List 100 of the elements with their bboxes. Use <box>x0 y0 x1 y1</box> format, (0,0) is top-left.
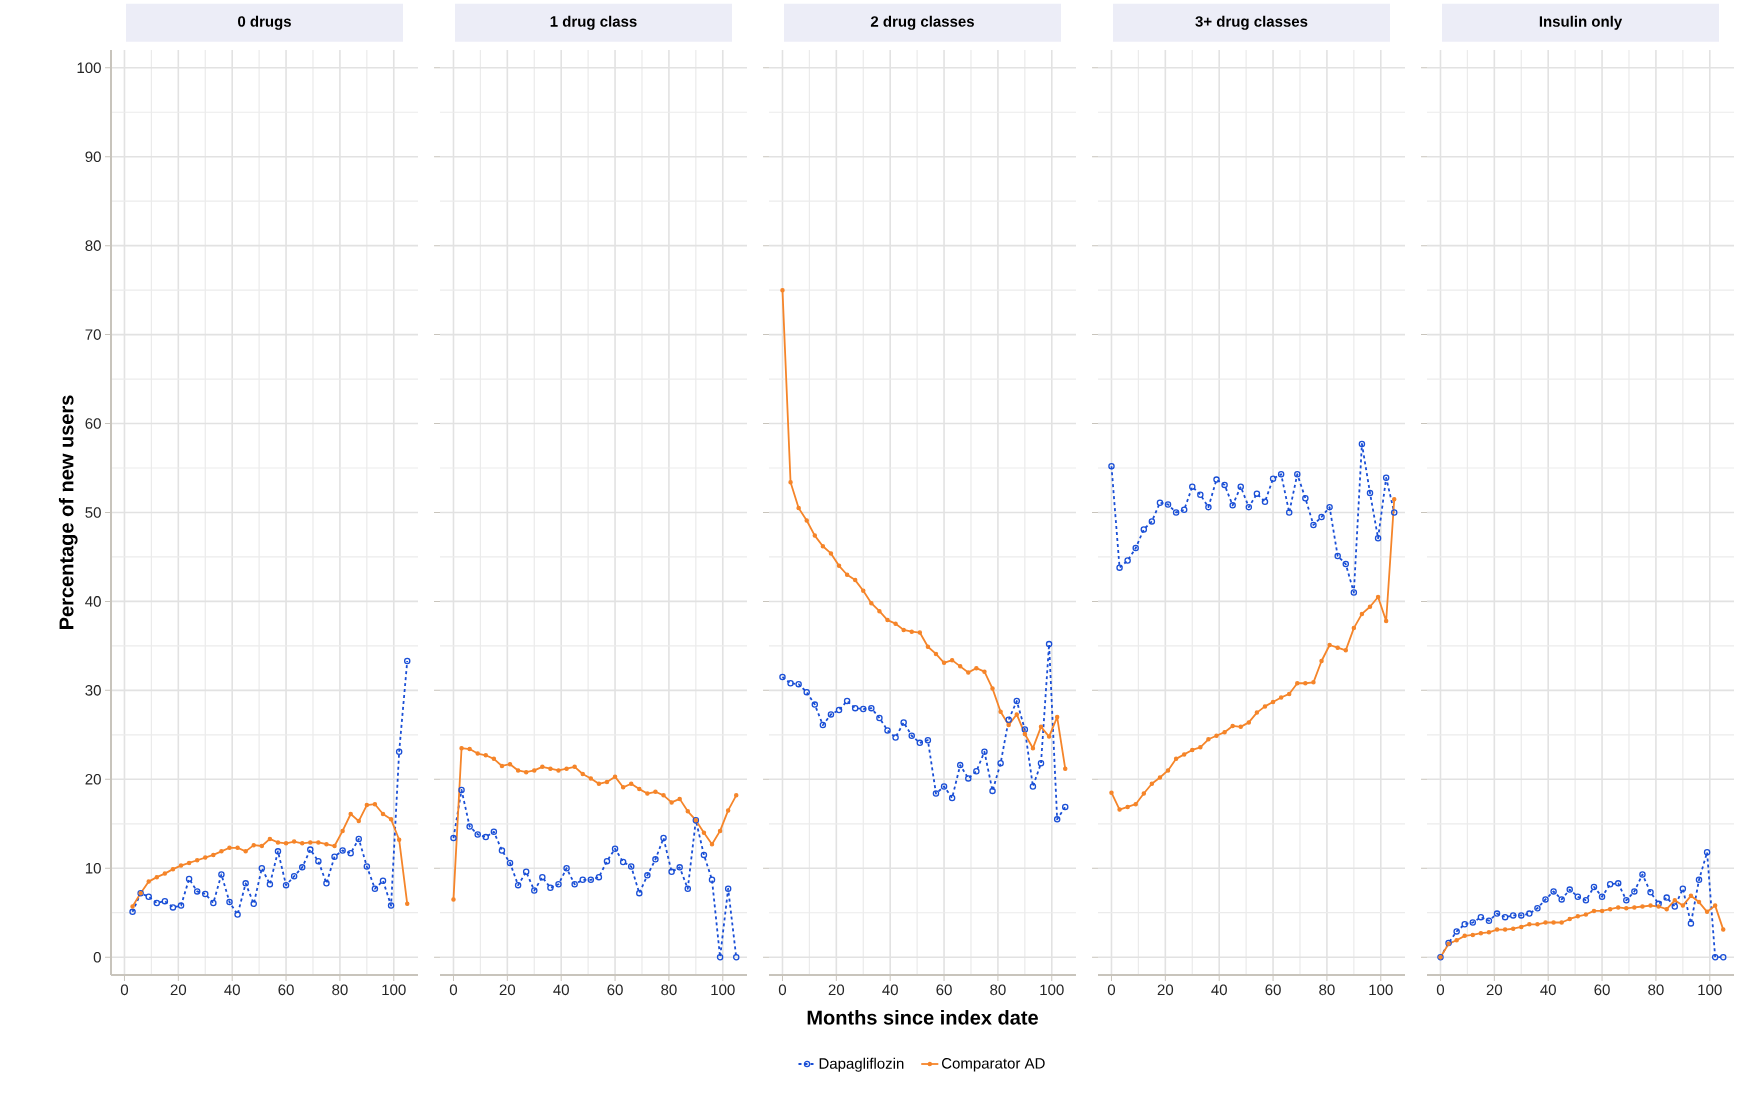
point <box>733 793 739 798</box>
point <box>1559 920 1564 925</box>
point <box>804 518 809 523</box>
point <box>611 845 619 852</box>
point <box>1302 495 1309 502</box>
point <box>1469 919 1477 926</box>
point <box>1061 803 1069 811</box>
y-tick-label: 40 <box>85 596 101 607</box>
point <box>885 617 890 623</box>
point <box>547 884 554 892</box>
x-tick-label: 0 <box>1107 984 1116 996</box>
point <box>1542 896 1549 903</box>
point <box>1132 544 1139 552</box>
point <box>1262 704 1268 709</box>
point <box>1566 886 1573 893</box>
point <box>787 680 794 687</box>
chart-title: 2 drug classes <box>870 15 974 30</box>
point <box>949 657 955 663</box>
point <box>1030 745 1036 751</box>
point <box>379 877 387 884</box>
point <box>323 880 330 887</box>
point <box>1359 611 1365 617</box>
point <box>869 600 874 606</box>
point <box>619 858 627 866</box>
chart-title: 0 drugs <box>238 15 291 30</box>
point <box>531 887 538 894</box>
point <box>932 790 940 797</box>
point <box>1125 804 1130 810</box>
point <box>580 771 585 777</box>
point <box>1367 604 1373 610</box>
point <box>604 779 610 785</box>
chart-title: Insulin only <box>1539 15 1623 30</box>
x-tick-label: 40 <box>224 984 240 996</box>
point <box>973 768 980 775</box>
point <box>1238 724 1243 730</box>
point <box>1237 483 1244 490</box>
point <box>1173 756 1179 762</box>
y-tick-label: 20 <box>85 774 101 785</box>
point <box>1006 722 1011 728</box>
point <box>1294 470 1301 478</box>
point <box>507 761 513 767</box>
x-tick-label: 60 <box>1594 984 1610 996</box>
point <box>1108 462 1115 470</box>
point <box>1575 914 1581 919</box>
point <box>235 845 240 851</box>
x-tick-label: 40 <box>882 984 898 996</box>
point <box>226 898 233 906</box>
point <box>1615 905 1621 910</box>
point <box>522 868 530 876</box>
point <box>1214 733 1219 738</box>
point <box>1310 521 1317 529</box>
x-tick-label: 60 <box>1265 984 1281 996</box>
point <box>924 736 932 744</box>
point <box>1124 557 1131 564</box>
point <box>339 847 346 854</box>
y-tick-label: 50 <box>85 507 101 518</box>
point <box>1478 930 1484 936</box>
point <box>1335 645 1340 650</box>
x-tick-label: 100 <box>1040 984 1064 996</box>
point <box>129 908 136 916</box>
point <box>1334 552 1341 560</box>
point <box>587 876 595 884</box>
point <box>1461 921 1468 928</box>
point <box>1295 681 1300 686</box>
point <box>395 748 403 755</box>
point <box>1623 897 1630 904</box>
point <box>548 766 553 771</box>
point <box>603 857 611 865</box>
point <box>1712 903 1718 908</box>
point <box>1229 502 1236 509</box>
x-tick-label: 100 <box>1369 984 1393 996</box>
point <box>514 881 522 889</box>
point <box>1206 737 1211 742</box>
point <box>1277 470 1285 478</box>
point <box>227 845 232 851</box>
point <box>716 953 724 961</box>
point <box>299 841 305 846</box>
point <box>1624 906 1629 911</box>
point <box>1590 883 1598 891</box>
point <box>403 657 411 665</box>
point <box>1286 691 1292 697</box>
point <box>1719 953 1727 961</box>
point <box>957 664 963 669</box>
point <box>219 849 224 854</box>
point <box>620 785 626 790</box>
point <box>1703 848 1711 856</box>
point <box>1382 474 1390 482</box>
point <box>186 860 192 866</box>
y-tick-label: 100 <box>77 62 101 74</box>
point <box>861 588 866 594</box>
point <box>917 630 923 635</box>
point <box>1558 896 1565 903</box>
point <box>1037 760 1045 767</box>
point <box>669 800 674 805</box>
point <box>259 843 265 849</box>
point <box>1221 481 1228 489</box>
point <box>556 768 561 773</box>
point <box>467 746 472 752</box>
point <box>466 823 473 830</box>
point <box>1054 714 1060 720</box>
